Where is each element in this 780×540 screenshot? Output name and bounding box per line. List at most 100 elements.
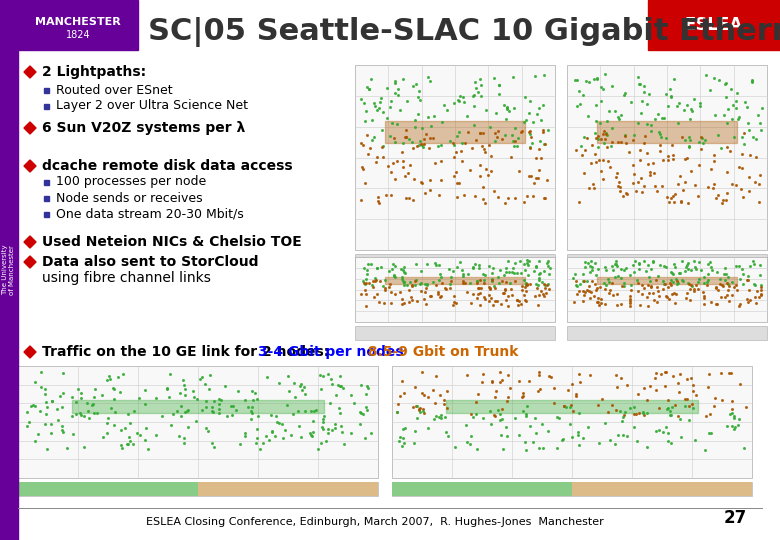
Point — [391, 156, 403, 165]
Point — [394, 106, 406, 114]
Point — [395, 275, 408, 284]
Point — [206, 402, 218, 411]
Point — [502, 301, 515, 310]
Point — [512, 430, 525, 439]
Point — [609, 106, 622, 115]
Point — [431, 288, 444, 296]
Point — [603, 278, 615, 287]
Point — [617, 413, 629, 422]
Point — [434, 293, 446, 301]
Point — [387, 159, 399, 167]
Point — [599, 263, 612, 272]
Point — [627, 268, 640, 276]
Point — [692, 285, 704, 294]
Text: MANCHESTER: MANCHESTER — [35, 17, 121, 27]
Point — [628, 423, 640, 431]
Point — [612, 272, 625, 281]
Point — [515, 128, 527, 137]
Point — [736, 150, 748, 158]
Point — [532, 387, 544, 395]
Point — [734, 274, 746, 283]
Point — [371, 193, 384, 202]
Point — [519, 279, 532, 287]
Point — [384, 103, 396, 111]
Point — [738, 140, 750, 149]
Point — [638, 284, 651, 292]
Point — [488, 73, 501, 82]
Point — [645, 282, 658, 291]
Point — [620, 189, 633, 198]
Point — [725, 278, 738, 286]
Point — [395, 273, 408, 281]
Point — [635, 109, 647, 118]
Point — [285, 430, 297, 439]
Point — [649, 374, 661, 382]
Point — [427, 415, 440, 423]
Point — [733, 380, 746, 388]
Point — [749, 293, 761, 301]
Point — [491, 133, 504, 141]
Point — [584, 371, 597, 380]
Point — [624, 296, 636, 305]
Point — [246, 395, 259, 404]
Point — [431, 290, 444, 299]
Point — [755, 291, 768, 299]
Text: The University
of Manchester: The University of Manchester — [2, 245, 16, 295]
Point — [54, 392, 66, 400]
Point — [533, 275, 545, 284]
Point — [674, 370, 686, 379]
Point — [621, 432, 633, 441]
Point — [615, 282, 628, 291]
Point — [511, 296, 523, 305]
Point — [643, 273, 655, 282]
Point — [665, 407, 677, 416]
Point — [55, 426, 68, 435]
Text: Node sends or receives: Node sends or receives — [56, 192, 203, 205]
Point — [480, 165, 492, 173]
Point — [721, 279, 733, 287]
Point — [403, 286, 416, 295]
Point — [488, 282, 500, 291]
Point — [672, 279, 684, 287]
Point — [87, 393, 100, 402]
Point — [640, 443, 653, 451]
Point — [523, 421, 536, 430]
Point — [605, 279, 618, 287]
Point — [730, 180, 743, 189]
Point — [444, 137, 456, 145]
Point — [215, 396, 227, 404]
Point — [420, 259, 433, 268]
Point — [411, 402, 424, 410]
Point — [624, 292, 636, 300]
Point — [531, 284, 544, 293]
Point — [519, 116, 532, 124]
Point — [704, 258, 716, 266]
Point — [704, 409, 716, 418]
Point — [688, 256, 700, 265]
Point — [597, 156, 609, 164]
Point — [535, 277, 548, 286]
Point — [662, 295, 675, 303]
Point — [108, 408, 121, 416]
Point — [317, 372, 329, 380]
Point — [495, 405, 508, 414]
Point — [471, 279, 484, 288]
Point — [610, 289, 622, 298]
Point — [551, 444, 563, 453]
Point — [621, 380, 633, 389]
Point — [474, 276, 487, 285]
Point — [661, 156, 674, 164]
Point — [708, 74, 721, 83]
Point — [408, 277, 420, 286]
Point — [470, 78, 482, 87]
Point — [473, 300, 486, 309]
Point — [634, 79, 647, 88]
Point — [417, 391, 430, 400]
Point — [328, 420, 341, 428]
Point — [114, 388, 126, 397]
Point — [746, 76, 759, 84]
Point — [317, 412, 330, 421]
Point — [396, 266, 409, 274]
Point — [316, 425, 328, 434]
Point — [700, 278, 713, 287]
